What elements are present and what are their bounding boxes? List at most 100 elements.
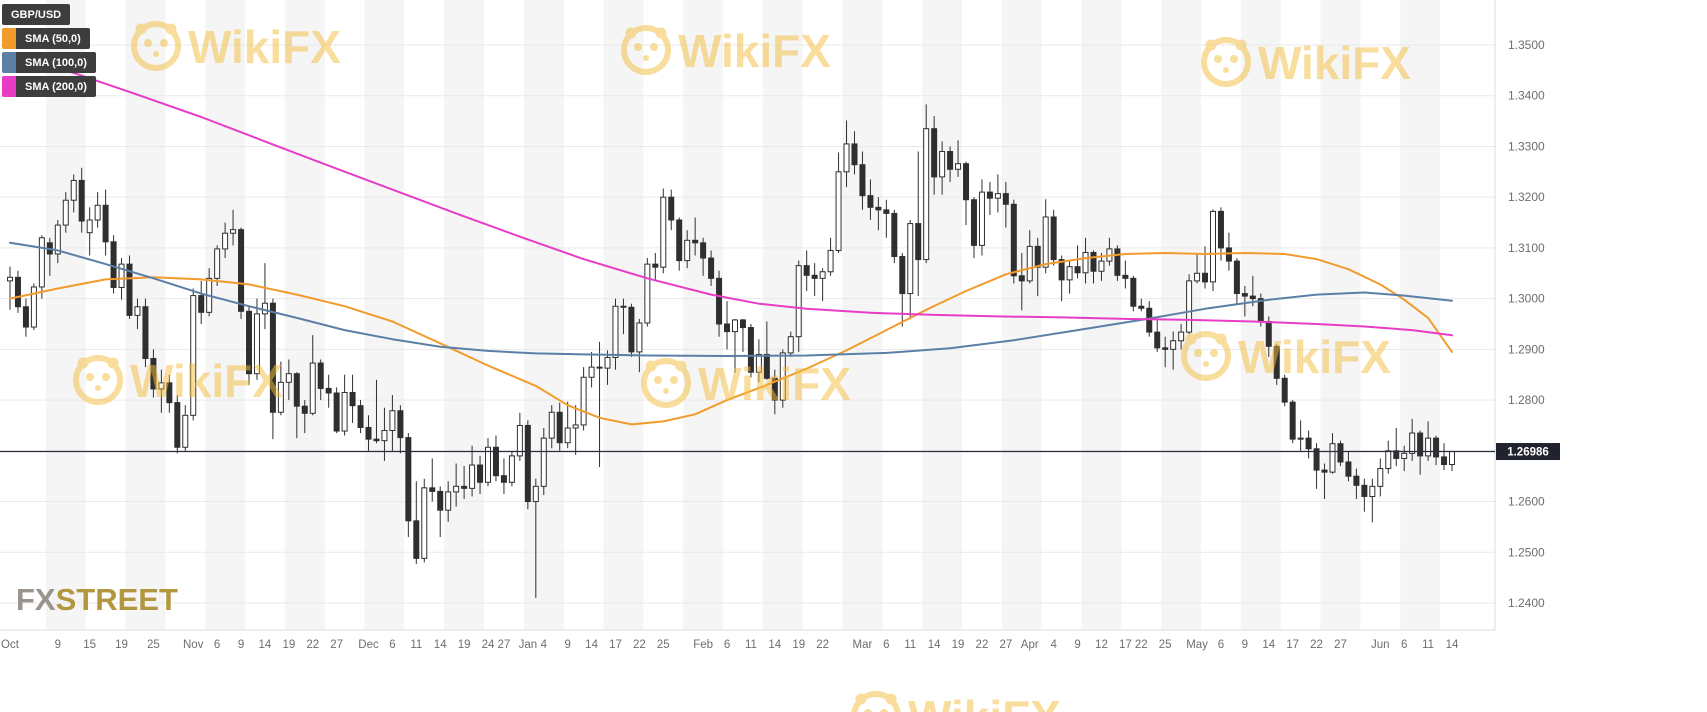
wikifx-logo-icon xyxy=(621,25,671,75)
candle xyxy=(1273,345,1280,379)
wikifx-logo-icon xyxy=(851,691,901,712)
candle xyxy=(437,490,444,511)
candle xyxy=(269,302,276,413)
legend-sma-50[interactable]: SMA (50,0) xyxy=(2,28,90,49)
candle xyxy=(166,382,173,404)
candle xyxy=(1449,451,1455,466)
candle xyxy=(1225,247,1232,262)
candle xyxy=(795,265,802,338)
x-axis-label: 14 xyxy=(768,639,781,651)
candle xyxy=(891,212,898,258)
sma-100-color-swatch xyxy=(2,52,16,73)
candle xyxy=(421,487,428,559)
candle xyxy=(261,302,268,315)
sma-100-label: SMA (100,0) xyxy=(16,52,96,73)
x-axis-label: 6 xyxy=(724,639,730,651)
candle xyxy=(102,204,109,243)
candle xyxy=(293,373,300,407)
x-axis-label: 11 xyxy=(1422,639,1434,651)
candle xyxy=(1377,468,1384,487)
y-axis-label: 1.2600 xyxy=(1508,495,1545,509)
candle xyxy=(660,196,667,268)
chart-legend: GBP/USD SMA (50,0) SMA (100,0) SMA (200,… xyxy=(2,4,96,97)
x-axis-label: 14 xyxy=(1262,639,1275,651)
candle xyxy=(285,373,292,383)
candle xyxy=(676,219,683,262)
candle xyxy=(62,199,69,226)
candle xyxy=(851,143,858,166)
instrument-badge[interactable]: GBP/USD xyxy=(2,4,71,25)
candle xyxy=(253,313,260,375)
candle xyxy=(38,237,45,288)
x-axis-label: 9 xyxy=(1242,639,1248,651)
legend-sma-200[interactable]: SMA (200,0) xyxy=(2,76,96,97)
candle xyxy=(198,295,205,313)
candle xyxy=(1178,331,1185,342)
candle xyxy=(1209,210,1216,283)
x-axis-label: Mar xyxy=(853,639,873,651)
candle xyxy=(94,204,101,221)
x-axis-labels: Oct 9 15 19 25 Nov 6 9 14 19 22 27 Dec 6 11 14 19 24 27 Jan… xyxy=(1,639,1459,651)
candle xyxy=(532,485,539,503)
candle xyxy=(1297,437,1304,440)
candle xyxy=(1010,203,1017,277)
candle xyxy=(588,366,595,378)
wikifx-watermark-text: WikiFX xyxy=(130,355,283,407)
x-axis-label: 14 xyxy=(585,639,598,651)
fxstreet-logo: FXSTREET xyxy=(16,582,178,618)
x-axis-label: Feb xyxy=(693,639,713,651)
x-axis-label: Nov xyxy=(183,639,204,651)
candle xyxy=(134,306,141,316)
candle xyxy=(835,171,842,251)
candle xyxy=(1058,259,1065,281)
candle xyxy=(652,263,659,268)
candle xyxy=(1241,293,1248,297)
candle xyxy=(612,305,619,358)
wikifx-watermark-text: WikiFX xyxy=(678,25,831,77)
candle xyxy=(30,286,37,328)
x-axis-label: 6 xyxy=(1401,639,1407,651)
candle xyxy=(827,249,834,273)
x-axis-label: 11 xyxy=(904,639,916,651)
candle xyxy=(724,323,731,333)
candle xyxy=(1417,432,1424,457)
candle xyxy=(628,306,635,353)
candle xyxy=(1249,295,1256,300)
candle xyxy=(277,381,284,413)
candle xyxy=(1305,437,1312,450)
legend-sma-100[interactable]: SMA (100,0) xyxy=(2,52,96,73)
y-axis-label: 1.3400 xyxy=(1508,89,1545,103)
sma-200-label: SMA (200,0) xyxy=(16,76,96,97)
candle xyxy=(1393,450,1400,459)
candle xyxy=(867,195,874,208)
candle xyxy=(301,405,308,414)
candle xyxy=(668,196,675,221)
candle xyxy=(1313,448,1320,471)
candle xyxy=(564,427,571,444)
candle xyxy=(110,241,117,288)
sma-200-line xyxy=(9,54,1453,337)
candle xyxy=(684,239,691,262)
x-axis-label: 25 xyxy=(1159,639,1172,651)
candle xyxy=(755,353,762,373)
candle xyxy=(1425,437,1432,457)
candle xyxy=(803,265,810,276)
wikifx-watermark: WikiFX xyxy=(641,358,851,410)
candle xyxy=(556,411,563,444)
candle xyxy=(692,239,699,244)
candle xyxy=(357,405,364,428)
candle xyxy=(986,191,993,199)
fxstreet-logo-fx: FX xyxy=(16,582,56,617)
candle xyxy=(1066,266,1073,281)
candle xyxy=(1281,377,1288,403)
candle xyxy=(230,229,237,234)
candle xyxy=(445,491,452,511)
candle xyxy=(1114,248,1121,276)
candle xyxy=(477,464,484,483)
candle xyxy=(955,163,962,170)
candle xyxy=(1098,260,1105,272)
candle xyxy=(596,366,603,369)
x-axis-label: 14 xyxy=(434,639,447,651)
